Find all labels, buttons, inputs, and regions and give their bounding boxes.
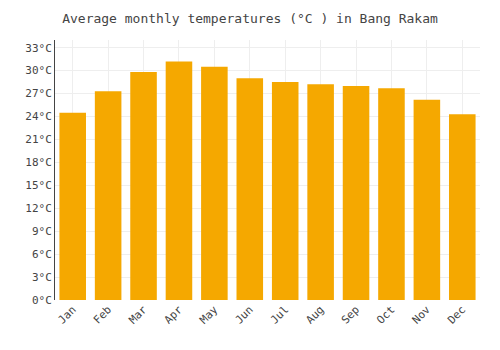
svg-text:24°C: 24°C [25, 110, 52, 123]
svg-text:Sep: Sep [339, 303, 362, 326]
svg-text:Dec: Dec [445, 303, 468, 326]
svg-text:33°C: 33°C [25, 42, 52, 55]
svg-text:Aug: Aug [303, 303, 326, 326]
svg-text:3°C: 3°C [32, 271, 52, 284]
svg-text:Average monthly temperatures (: Average monthly temperatures (°C ) in Ba… [62, 11, 438, 26]
svg-text:18°C: 18°C [25, 156, 52, 169]
svg-text:0°C: 0°C [32, 294, 52, 307]
svg-text:Oct: Oct [374, 303, 397, 326]
svg-text:Jul: Jul [268, 303, 291, 326]
svg-text:Jan: Jan [55, 303, 78, 326]
svg-text:Feb: Feb [91, 303, 114, 326]
svg-text:27°C: 27°C [25, 87, 52, 100]
svg-text:15°C: 15°C [25, 179, 52, 192]
svg-text:Jun: Jun [233, 303, 256, 326]
svg-text:12°C: 12°C [25, 202, 52, 215]
svg-text:May: May [197, 303, 221, 327]
svg-text:30°C: 30°C [25, 64, 52, 77]
svg-text:6°C: 6°C [32, 248, 52, 261]
svg-text:9°C: 9°C [32, 225, 52, 238]
svg-text:Nov: Nov [410, 303, 434, 327]
svg-text:21°C: 21°C [25, 133, 52, 146]
svg-text:Mar: Mar [126, 303, 150, 327]
svg-text:Apr: Apr [162, 303, 186, 327]
